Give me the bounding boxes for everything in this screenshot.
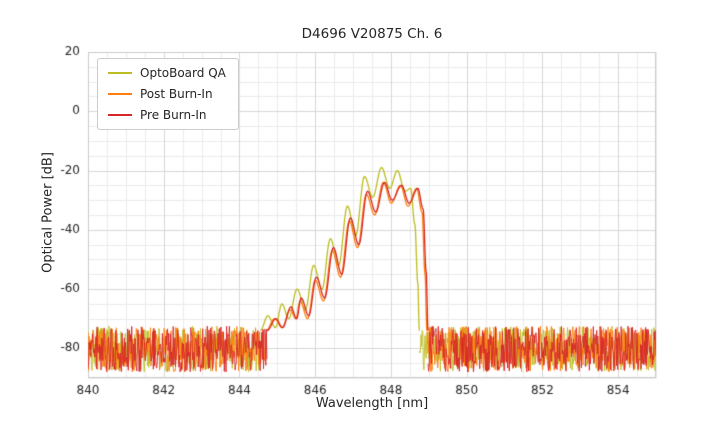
legend-label: Pre Burn-In: [140, 108, 207, 122]
chart-title: D4696 V20875 Ch. 6: [301, 26, 443, 42]
legend-line-post-burn-in: [108, 93, 132, 95]
legend-item-optoboard-qa: OptoBoard QA: [108, 66, 226, 80]
y-axis-label: Optical Power [dB]: [40, 152, 56, 273]
legend-line-pre-burn-in: [108, 114, 132, 116]
legend-label: OptoBoard QA: [140, 66, 226, 80]
legend-label: Post Burn-In: [140, 87, 213, 101]
legend-item-pre-burn-in: Pre Burn-In: [108, 108, 226, 122]
legend: OptoBoard QA Post Burn-In Pre Burn-In: [97, 58, 239, 130]
legend-line-optoboard-qa: [108, 72, 132, 74]
legend-item-post-burn-in: Post Burn-In: [108, 87, 226, 101]
x-axis-label: Wavelength [nm]: [315, 396, 429, 411]
